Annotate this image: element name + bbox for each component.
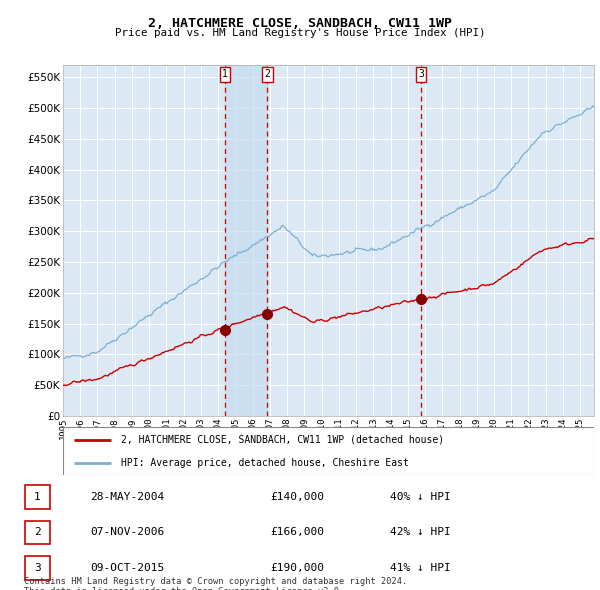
Text: 2, HATCHMERE CLOSE, SANDBACH, CW11 1WP (detached house): 2, HATCHMERE CLOSE, SANDBACH, CW11 1WP (… — [121, 435, 445, 445]
Text: Contains HM Land Registry data © Crown copyright and database right 2024.
This d: Contains HM Land Registry data © Crown c… — [24, 577, 407, 590]
Text: £166,000: £166,000 — [270, 527, 324, 537]
Text: 2, HATCHMERE CLOSE, SANDBACH, CW11 1WP: 2, HATCHMERE CLOSE, SANDBACH, CW11 1WP — [148, 17, 452, 30]
Text: 1: 1 — [222, 69, 228, 79]
FancyBboxPatch shape — [25, 556, 50, 580]
FancyBboxPatch shape — [25, 520, 50, 545]
Text: £190,000: £190,000 — [270, 563, 324, 573]
FancyBboxPatch shape — [63, 427, 594, 475]
Text: Price paid vs. HM Land Registry's House Price Index (HPI): Price paid vs. HM Land Registry's House … — [115, 28, 485, 38]
Text: 2: 2 — [34, 527, 41, 537]
Text: £140,000: £140,000 — [270, 492, 324, 502]
Bar — [225, 65, 267, 416]
Text: 40% ↓ HPI: 40% ↓ HPI — [390, 492, 451, 502]
Text: 07-NOV-2006: 07-NOV-2006 — [90, 527, 164, 537]
Text: 09-OCT-2015: 09-OCT-2015 — [90, 563, 164, 573]
Text: 3: 3 — [418, 69, 424, 79]
Text: 28-MAY-2004: 28-MAY-2004 — [90, 492, 164, 502]
Text: 41% ↓ HPI: 41% ↓ HPI — [390, 563, 451, 573]
Text: 1: 1 — [34, 492, 41, 502]
Text: HPI: Average price, detached house, Cheshire East: HPI: Average price, detached house, Ches… — [121, 458, 409, 468]
Text: 2: 2 — [265, 69, 270, 79]
FancyBboxPatch shape — [25, 485, 50, 509]
Text: 3: 3 — [34, 563, 41, 573]
Text: 42% ↓ HPI: 42% ↓ HPI — [390, 527, 451, 537]
